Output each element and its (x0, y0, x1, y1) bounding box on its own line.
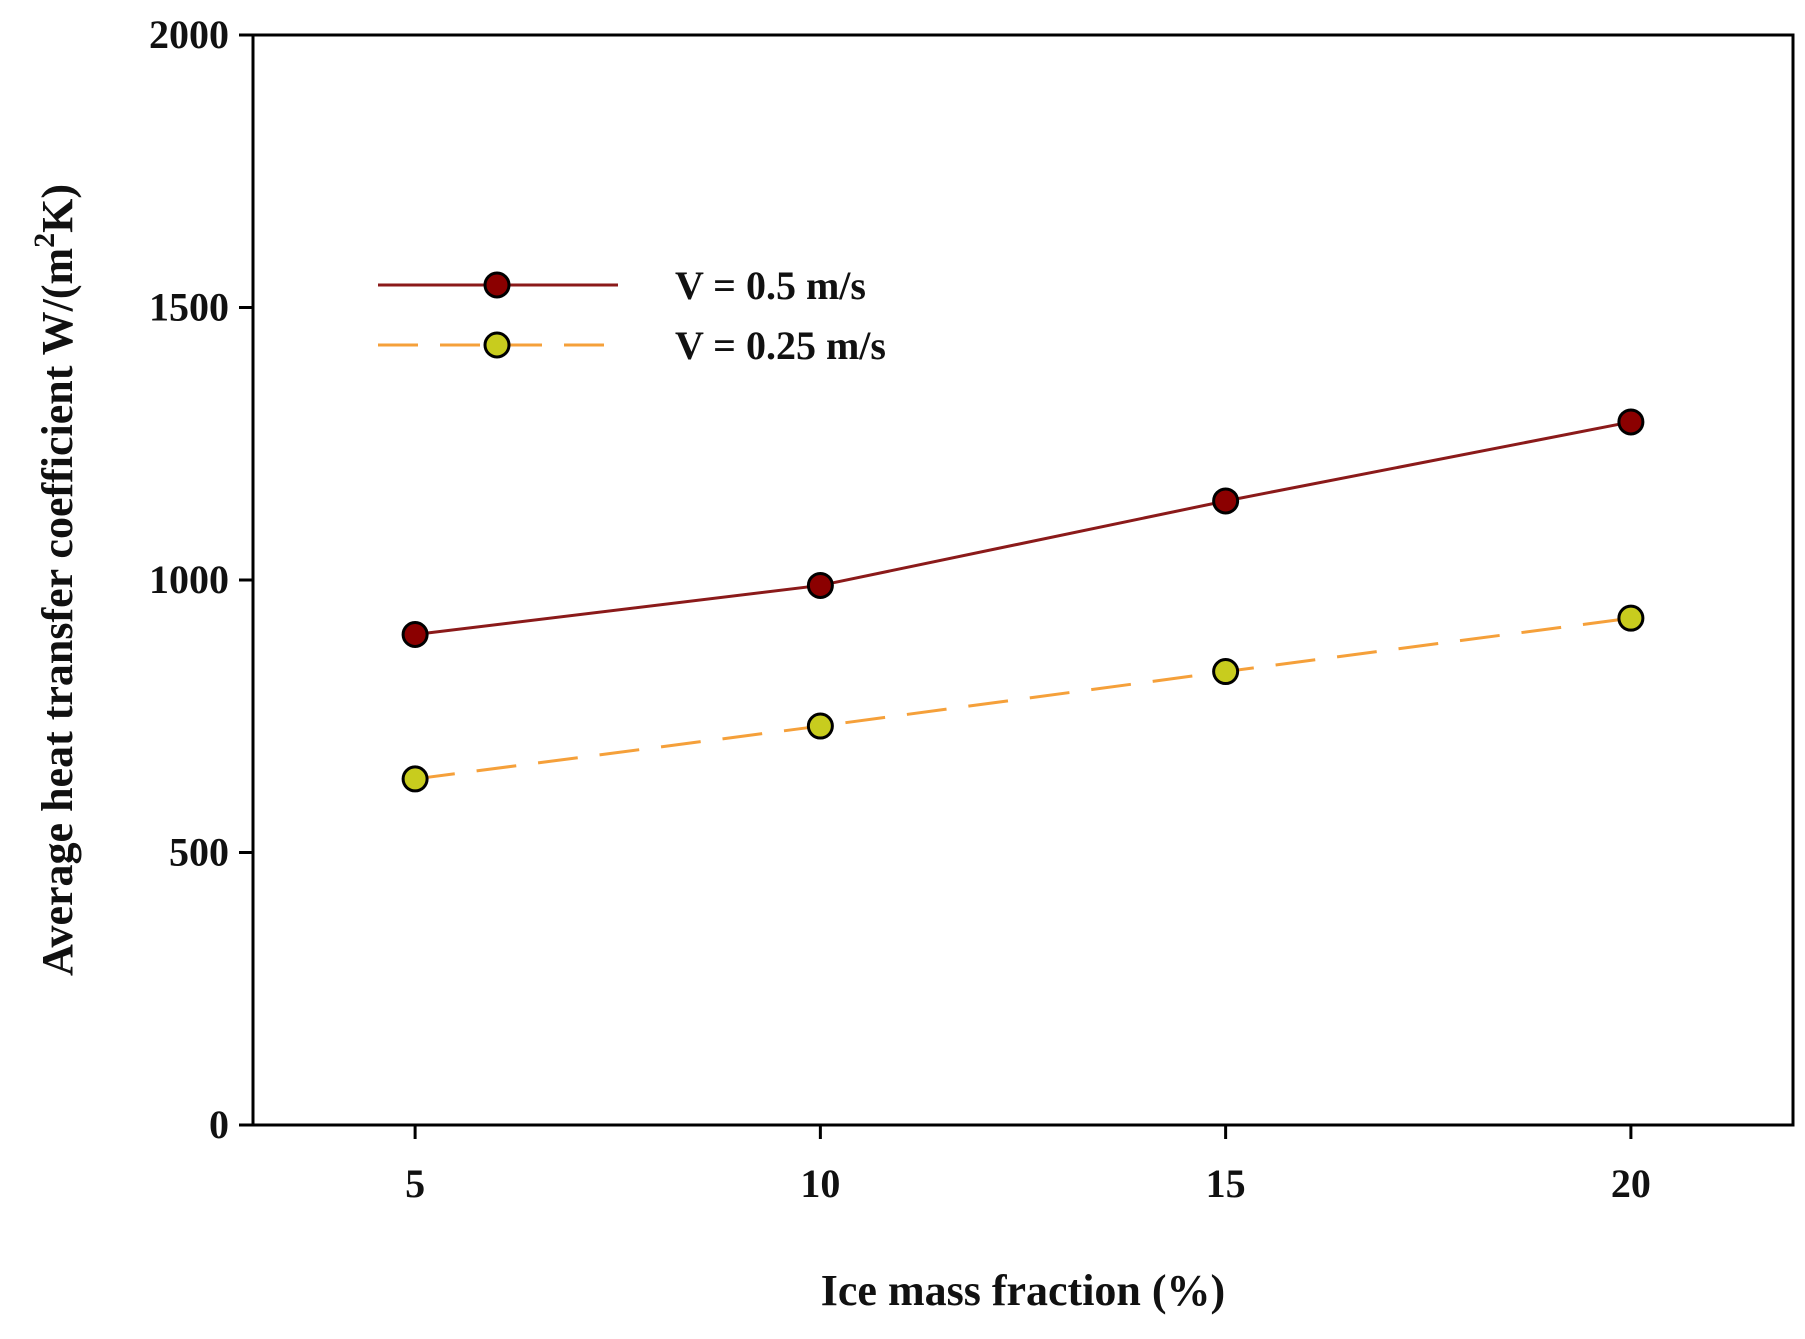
y-axis: 0 500 1000 1500 2000 (149, 12, 253, 1147)
y-tick-label-1000: 1000 (149, 557, 229, 602)
series-2-point-10 (806, 712, 834, 740)
series-2-point-5 (401, 765, 429, 793)
x-tick-label-15: 15 (1206, 1161, 1246, 1206)
y-tick-label-1500: 1500 (149, 285, 229, 330)
x-axis: 5 10 15 20 (405, 1125, 1651, 1206)
y-tick-label-500: 500 (169, 830, 229, 875)
y-axis-label-end: K) (33, 184, 82, 233)
y-tick-label-2000: 2000 (149, 12, 229, 57)
x-tick-label-5: 5 (405, 1161, 425, 1206)
x-tick-label-10: 10 (800, 1161, 840, 1206)
legend-label-2: V = 0.25 m/s (675, 323, 886, 368)
y-axis-label-superscript: 2 (28, 233, 61, 248)
legend-marker-2 (483, 331, 511, 359)
series-1-point-15 (1212, 487, 1240, 515)
series-1-point-20 (1617, 408, 1645, 436)
series-line-1 (414, 420, 1632, 636)
legend-label-1: V = 0.5 m/s (675, 263, 866, 308)
series-1-point-5 (401, 621, 429, 648)
plot-frame (251, 33, 1795, 1127)
series-layer (401, 408, 1645, 793)
y-axis-label: Average heat transfer coefficient W/(m2K… (28, 184, 82, 976)
series-2-point-20 (1617, 604, 1645, 632)
series-2-point-15 (1212, 658, 1240, 686)
y-tick-label-0: 0 (209, 1102, 229, 1147)
x-axis-label: Ice mass fraction (%) (821, 1266, 1225, 1315)
series-1-point-10 (806, 571, 834, 599)
x-tick-label-20: 20 (1611, 1161, 1651, 1206)
series-line-2 (414, 616, 1632, 781)
y-axis-label-main: Average heat transfer coefficient W/(m (33, 248, 82, 976)
legend-marker-1 (483, 271, 511, 299)
legend: V = 0.5 m/s V = 0.25 m/s (378, 263, 886, 368)
